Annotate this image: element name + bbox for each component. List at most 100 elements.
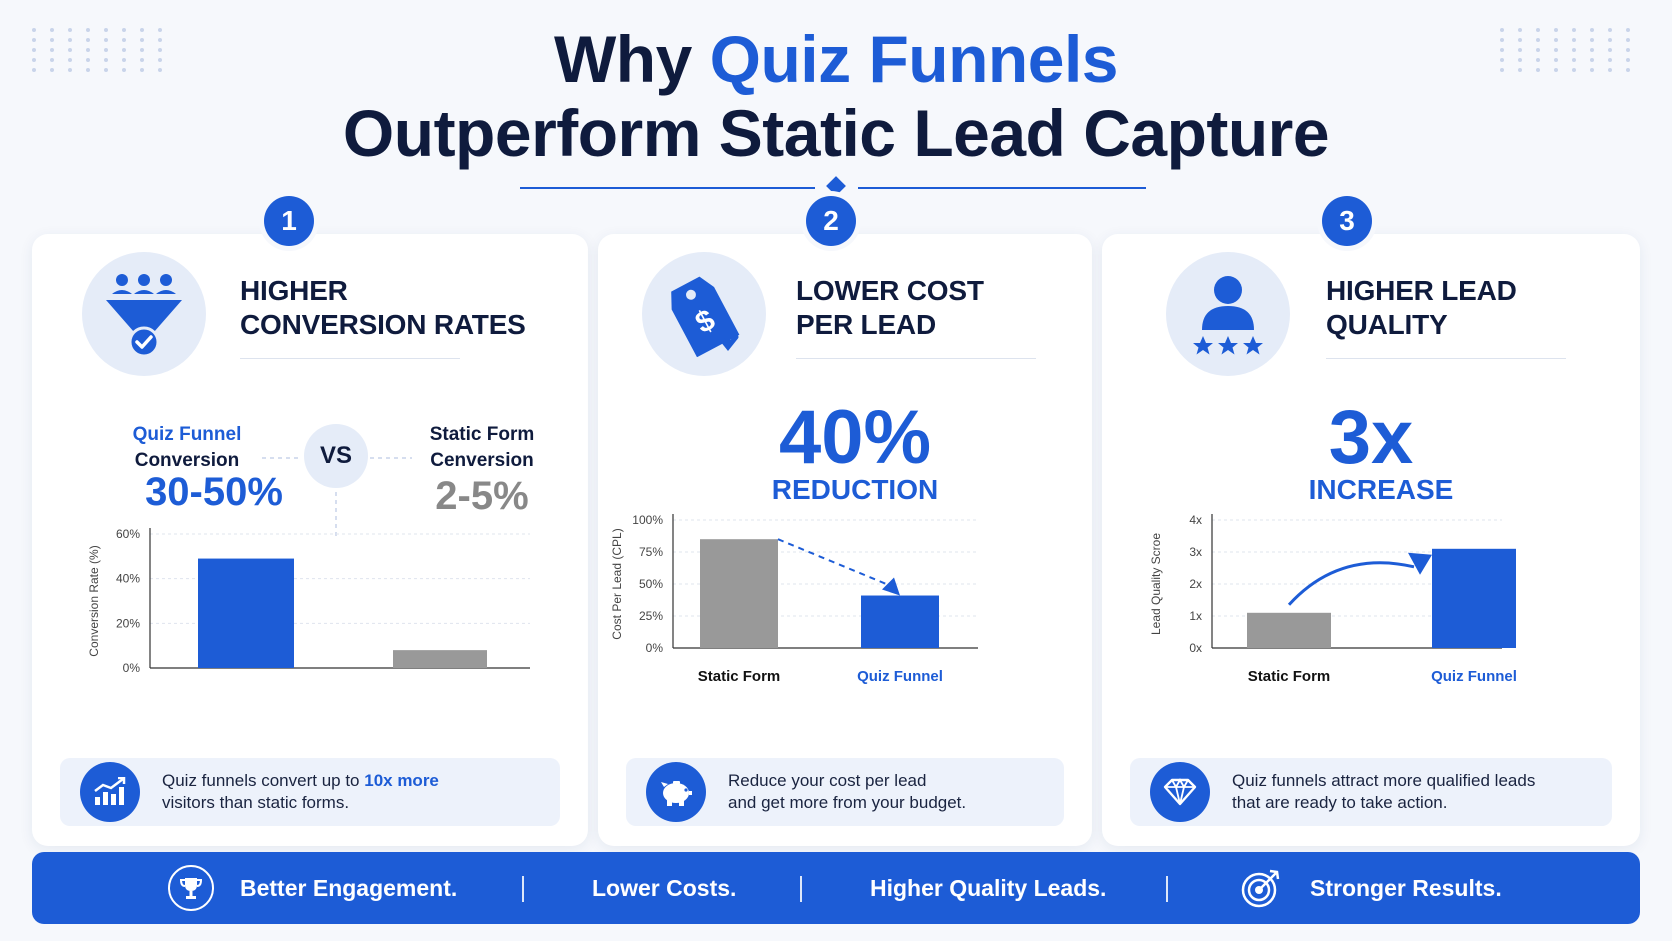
decorative-dot	[104, 48, 108, 52]
decorative-dot	[1590, 28, 1594, 32]
bar-static-form	[1247, 612, 1331, 648]
decorative-dot	[1536, 58, 1540, 62]
title-diamond	[826, 176, 846, 196]
decorative-dot	[68, 58, 72, 62]
decorative-dots-right	[1500, 28, 1636, 72]
y-tick-label: 0x	[1189, 641, 1202, 655]
footer-label-costs: Lower Costs.	[592, 874, 737, 901]
bar-quiz-funnel	[198, 558, 294, 668]
page-title: Why Quiz Funnels Outperform Static Lead …	[0, 22, 1672, 170]
footer-label-engagement: Better Engagement.	[240, 874, 458, 901]
decorative-dot	[1608, 68, 1612, 72]
decorative-dot	[1500, 68, 1504, 72]
card1-note-text: Quiz funnels convert up to 10x more visi…	[162, 770, 439, 814]
funnel-icon	[106, 274, 182, 358]
footer-separator-3	[1166, 876, 1168, 902]
decorative-dot	[122, 58, 126, 62]
title-rule-left	[520, 187, 815, 189]
user-stars-icon	[1193, 276, 1263, 355]
y-tick-label: 4x	[1189, 513, 1202, 527]
trophy-icon	[168, 865, 214, 911]
y-tick-label: 25%	[639, 609, 663, 623]
decorative-dot	[1500, 38, 1504, 42]
card2-icon-circle: $	[642, 252, 766, 376]
decorative-dot	[32, 48, 36, 52]
card2-heading-line1: LOWER COST	[796, 275, 984, 306]
card1-note-line2: visitors than static forms.	[162, 793, 350, 812]
card2-note-line2: and get more from your budget.	[728, 793, 967, 812]
decorative-dots-left	[32, 28, 168, 72]
decorative-dot	[158, 68, 162, 72]
decorative-dot	[1518, 58, 1522, 62]
decorative-dot	[122, 38, 126, 42]
decorative-dot	[140, 28, 144, 32]
step-badge-1: 1	[264, 196, 314, 246]
card3-heading-rule	[1326, 358, 1566, 359]
decorative-dot	[1590, 58, 1594, 62]
decorative-dot	[140, 68, 144, 72]
title-rule-right	[858, 187, 1146, 189]
y-tick-label: 50%	[639, 577, 663, 591]
decorative-dot	[1536, 68, 1540, 72]
decorative-dot	[1500, 48, 1504, 52]
card1-heading-line1: HIGHER	[240, 275, 348, 306]
card1-heading-line2: CONVERSION RATES	[240, 309, 526, 340]
decorative-dot	[104, 68, 108, 72]
quiz-funnel-range: 30-50%	[145, 470, 283, 514]
decorative-dot	[32, 38, 36, 42]
decorative-dot	[1626, 28, 1630, 32]
decorative-dot	[1518, 28, 1522, 32]
quiz-funnel-label-line1: Quiz Funnel	[132, 424, 242, 445]
static-form-label: Static Form Cenversion	[402, 422, 562, 474]
decorative-dot	[1554, 68, 1558, 72]
decorative-dot	[158, 38, 162, 42]
static-form-label-line1: Static Form	[429, 424, 535, 445]
card-lower-cost: $ LOWER COST PER LEAD 40% REDUCTION 0% 25…	[598, 234, 1092, 846]
decorative-dot	[1626, 58, 1630, 62]
footer-banner: Better Engagement. Lower Costs. Higher Q…	[32, 852, 1640, 924]
y-tick-label: 60%	[116, 527, 140, 541]
diamond-icon	[1150, 762, 1210, 822]
decorative-dot	[1608, 48, 1612, 52]
decorative-dot	[1572, 68, 1576, 72]
title-line1-accent: Quiz Funnels	[709, 22, 1119, 96]
decorative-dot	[1572, 28, 1576, 32]
decorative-dot	[1590, 68, 1594, 72]
decorative-dot	[32, 68, 36, 72]
decorative-dot	[1590, 48, 1594, 52]
decorative-dot	[1572, 38, 1576, 42]
decorative-dot	[1518, 68, 1522, 72]
cost-reduction-label: REDUCTION	[771, 474, 939, 505]
y-tick-label: 3x	[1189, 545, 1202, 559]
trend-arrow-line	[1287, 561, 1415, 606]
card-lead-quality: HIGHER LEAD QUALITY 3x INCREASE 0x 1x 2x 3x…	[1102, 234, 1640, 846]
decorative-dot	[158, 58, 162, 62]
decorative-dot	[104, 58, 108, 62]
decorative-dot	[1554, 58, 1558, 62]
footer-item-results: Stronger Results.	[1238, 852, 1502, 924]
decorative-dot	[86, 68, 90, 72]
card2-heading-line2: PER LEAD	[796, 309, 936, 340]
cost-per-lead-chart: 0% 25% 50% 75% 100% Cost Per Lead (CPL) Static…	[610, 513, 978, 685]
trend-arrow-head	[882, 577, 900, 596]
card1-heading-rule	[240, 358, 460, 359]
static-form-range: 2-5%	[435, 474, 529, 518]
card3-heading-line2: QUALITY	[1326, 309, 1448, 340]
y-tick-label: 0%	[123, 661, 141, 675]
card2-heading-rule	[796, 358, 1036, 359]
decorative-dot	[50, 58, 54, 62]
decorative-dot	[158, 48, 162, 52]
decorative-dot	[1572, 48, 1576, 52]
vs-circle: VS	[304, 424, 368, 488]
decorative-dot	[122, 68, 126, 72]
y-tick-label: 100%	[632, 513, 663, 527]
decorative-dot	[140, 38, 144, 42]
card2-note-line1: Reduce your cost per lead	[728, 771, 927, 790]
footer-label-results: Stronger Results.	[1310, 874, 1502, 901]
decorative-dot	[1536, 48, 1540, 52]
decorative-dot	[32, 28, 36, 32]
decorative-dot	[86, 38, 90, 42]
decorative-dot	[104, 38, 108, 42]
trend-arrow-line	[777, 538, 891, 587]
decorative-dot	[1518, 48, 1522, 52]
